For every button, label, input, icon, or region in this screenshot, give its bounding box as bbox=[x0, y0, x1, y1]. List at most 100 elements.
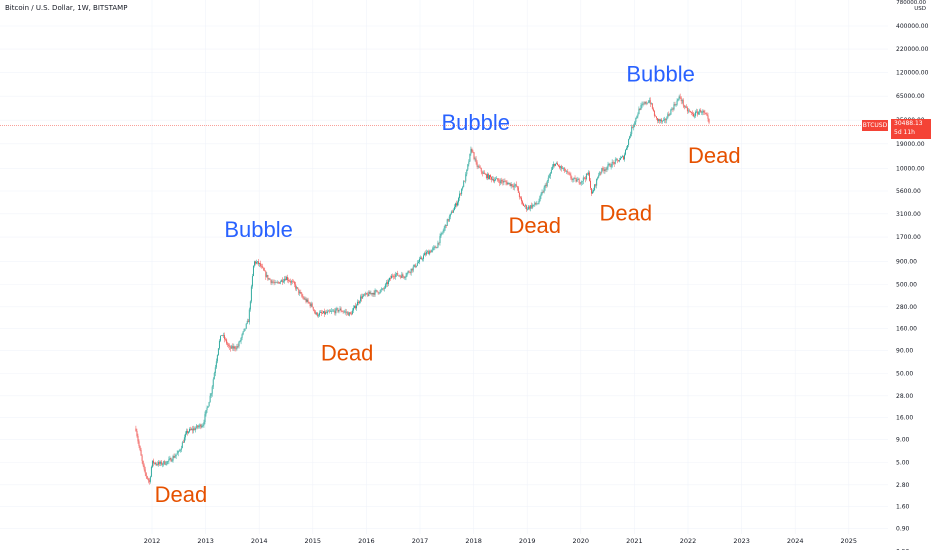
candle-body bbox=[285, 277, 287, 281]
price-tick-label: 50.00 bbox=[896, 370, 913, 377]
candle-body bbox=[505, 181, 507, 183]
candle-body bbox=[152, 460, 154, 464]
candle-body bbox=[413, 264, 415, 267]
dead-annotation: Dead bbox=[600, 201, 653, 226]
candle-body bbox=[671, 108, 673, 110]
candle-body bbox=[437, 242, 439, 248]
candle-body bbox=[351, 310, 353, 315]
price-scale-panel[interactable] bbox=[888, 0, 932, 534]
candle-body bbox=[688, 110, 690, 112]
chart-grid bbox=[0, 0, 888, 534]
candle-body bbox=[473, 152, 475, 159]
candle-body bbox=[573, 177, 575, 180]
candle-body bbox=[298, 288, 300, 294]
candle-body bbox=[364, 294, 366, 295]
candle-body bbox=[224, 335, 226, 340]
candle-body bbox=[365, 293, 367, 295]
candle-body bbox=[380, 289, 382, 291]
candle-body bbox=[565, 171, 567, 172]
candle-body bbox=[638, 108, 640, 115]
price-tick-label: 16.00 bbox=[896, 414, 913, 421]
candle-body bbox=[377, 291, 379, 294]
candle-body bbox=[546, 181, 548, 186]
time-tick-label: 2016 bbox=[358, 537, 375, 545]
candle-body bbox=[472, 151, 474, 153]
time-tick-label: 2020 bbox=[573, 537, 590, 545]
candle-body bbox=[227, 343, 229, 345]
candle-body bbox=[389, 277, 390, 281]
candle-body bbox=[561, 166, 563, 169]
candle-body bbox=[361, 296, 363, 299]
candle-body bbox=[280, 279, 282, 282]
candle-body bbox=[201, 425, 203, 428]
candle-body bbox=[570, 174, 572, 179]
candle-body bbox=[493, 179, 495, 182]
candle-body bbox=[636, 116, 638, 118]
price-axis-top-tick: 780000.00 bbox=[896, 0, 926, 6]
candle-body bbox=[401, 274, 403, 278]
dead-annotation: Dead bbox=[321, 340, 374, 365]
candle-body bbox=[681, 100, 683, 102]
candle-body bbox=[707, 115, 709, 119]
candle-body bbox=[409, 272, 411, 273]
candle-body bbox=[567, 171, 569, 173]
price-tick-label: 1.60 bbox=[896, 503, 910, 510]
candle-body bbox=[299, 292, 301, 294]
candle-body bbox=[449, 213, 451, 217]
symbol-badge: BTCUSD bbox=[862, 119, 888, 131]
candle-body bbox=[208, 402, 210, 407]
candle-body bbox=[533, 204, 535, 206]
candle-body bbox=[157, 464, 159, 465]
candle-body bbox=[316, 312, 318, 316]
candle-body bbox=[210, 393, 212, 396]
candle-body bbox=[243, 328, 245, 332]
candle-body bbox=[222, 335, 223, 336]
candle-body bbox=[684, 106, 686, 108]
candle-body bbox=[281, 279, 283, 283]
candle-body bbox=[266, 274, 268, 277]
candle-body bbox=[574, 177, 576, 179]
candle-body bbox=[453, 206, 455, 211]
candle-body bbox=[431, 249, 433, 253]
candle-body bbox=[446, 219, 448, 226]
candle-body bbox=[627, 145, 629, 149]
candle-body bbox=[489, 175, 490, 179]
candle-body bbox=[531, 205, 533, 208]
candle-body bbox=[594, 184, 596, 191]
candle-body bbox=[410, 268, 412, 273]
candle-body bbox=[136, 430, 138, 436]
candle-body bbox=[334, 310, 336, 314]
candle-body bbox=[508, 182, 510, 184]
candle-body bbox=[430, 251, 432, 253]
time-scale-panel[interactable] bbox=[0, 534, 888, 550]
time-tick-label: 2018 bbox=[465, 537, 482, 545]
candle-body bbox=[471, 149, 473, 152]
candle-body bbox=[509, 182, 511, 186]
candle-body bbox=[340, 308, 342, 312]
candle-body bbox=[534, 202, 536, 205]
candle-body bbox=[525, 205, 527, 207]
candle-body bbox=[694, 115, 696, 117]
candle-body bbox=[661, 119, 663, 122]
candle-body bbox=[556, 163, 557, 164]
candle-body bbox=[405, 275, 407, 278]
candle-body bbox=[660, 119, 662, 121]
candle-body bbox=[180, 448, 182, 450]
candle-body bbox=[379, 290, 381, 293]
candle-body bbox=[318, 312, 320, 316]
candle-series bbox=[135, 93, 710, 485]
candle-body bbox=[225, 339, 227, 340]
price-tick-label: 1700.00 bbox=[896, 234, 921, 241]
candle-body bbox=[538, 200, 540, 204]
candle-body bbox=[486, 174, 488, 179]
candle-body bbox=[552, 164, 554, 167]
price-axis-currency: 780000.00 USD bbox=[896, 0, 926, 12]
candle-body bbox=[481, 171, 483, 174]
candle-body bbox=[192, 428, 194, 431]
candle-body bbox=[260, 263, 262, 267]
candle-body bbox=[462, 187, 464, 189]
candle-body bbox=[708, 118, 710, 123]
candle-body bbox=[289, 280, 290, 282]
candle-body bbox=[267, 274, 269, 280]
